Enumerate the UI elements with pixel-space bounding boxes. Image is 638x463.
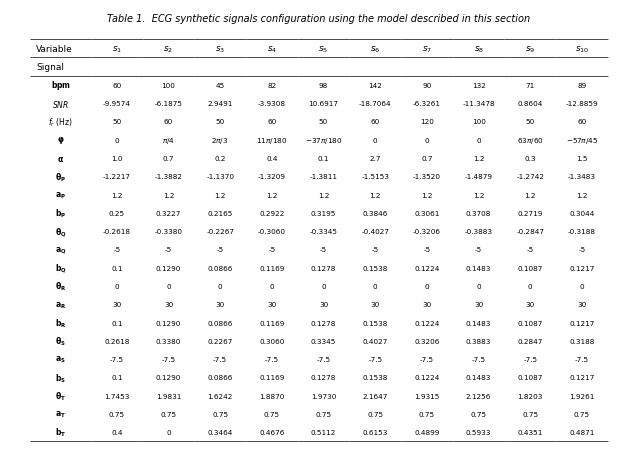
Text: Table 1.  ECG synthetic signals configuration using the model described in this : Table 1. ECG synthetic signals configura…	[107, 14, 531, 24]
